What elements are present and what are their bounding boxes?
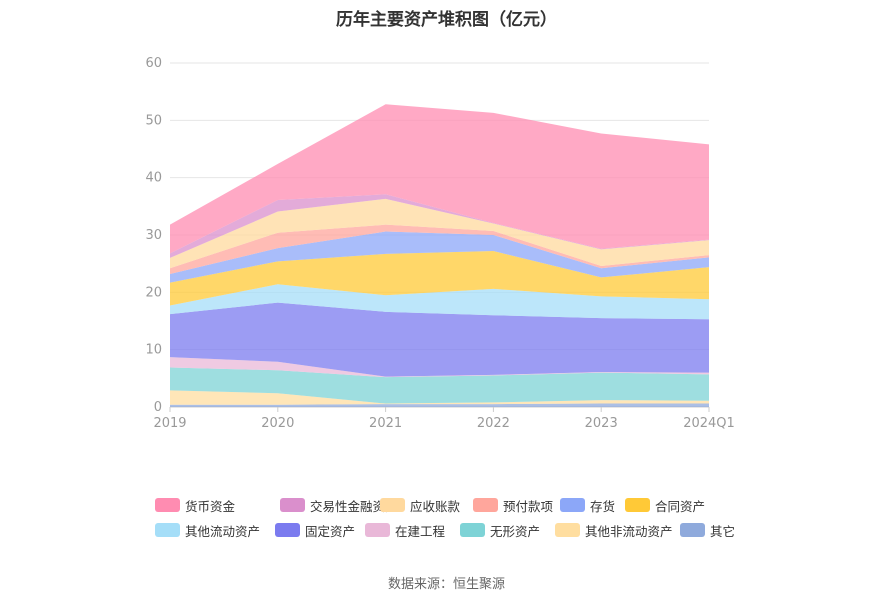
legend-swatch [555,523,580,537]
legend-item[interactable]: 其他非流动资产 [555,521,673,539]
axes: 0 10 20 30 40 50 60 2019 2020 2021 2022 2023 2024Q1 [145,56,734,431]
legend-label: 固定资产 [305,523,356,539]
y-tick-label: 50 [145,113,162,128]
legend-item[interactable]: 合同资产 [625,496,705,514]
legend-swatch [560,498,585,512]
x-tick-label: 2019 [153,416,186,431]
legend-item[interactable]: 固定资产 [275,521,355,539]
legend-swatch [380,498,405,512]
y-tick-label: 10 [145,343,162,358]
legend-label: 其他流动资产 [185,523,261,539]
area-series-其他流动资产[interactable] [170,284,709,320]
legend-swatch [365,523,390,537]
legend-swatch [460,523,485,537]
legend-item[interactable]: 其他流动资产 [155,521,260,539]
y-tick-label: 60 [145,56,162,71]
legend-item[interactable]: 应收账款 [380,496,460,514]
y-tick-label: 20 [145,285,162,300]
legend-swatch [275,523,300,537]
legend-swatch [625,498,650,512]
legend-swatch [155,498,180,512]
area-series-应收账款[interactable] [170,198,709,269]
legend-label: 预付款项 [503,498,554,514]
area-series-固定资产[interactable] [170,302,709,377]
legend-swatch [473,498,498,512]
legend-label: 无形资产 [490,523,541,539]
area-series-货币资金[interactable] [170,104,709,254]
legend-item[interactable]: 存货 [560,496,615,514]
area-series-其他非流动资产[interactable] [170,390,709,405]
legend-item[interactable]: 货币资金 [155,496,235,514]
legend-label: 存货 [590,498,616,514]
x-tick-label: 2020 [261,416,294,431]
legend-swatch [155,523,180,537]
area-series-layer [170,104,709,407]
legend-item[interactable]: 预付款项 [473,496,553,514]
legend-label: 交易性金融资产 [310,498,398,514]
stacked-area-chart: 0 10 20 30 40 50 60 2019 2020 2021 2022 2023 2024Q1 [145,56,734,431]
legend-label: 应收账款 [410,498,461,514]
x-tick-label: 2024Q1 [683,416,735,431]
x-tick-label: 2021 [369,416,402,431]
x-tick-label: 2022 [477,416,510,431]
legend-label: 其他非流动资产 [585,523,673,539]
area-series-存货[interactable] [170,231,709,283]
y-tick-label: 40 [145,171,162,186]
y-tick-label: 30 [145,228,162,243]
legend-item[interactable]: 无形资产 [460,521,540,539]
area-series-其它[interactable] [170,403,709,407]
legend-label: 在建工程 [395,523,446,539]
legend-item[interactable]: 其它 [680,521,735,539]
area-series-无形资产[interactable] [170,367,709,404]
x-tick-label: 2023 [585,416,618,431]
legend-label: 其它 [710,523,736,539]
legend-item[interactable]: 在建工程 [365,521,445,539]
legend-swatch [280,498,305,512]
legend-label: 合同资产 [655,498,706,514]
legend-label: 货币资金 [185,498,236,514]
legend-swatch [680,523,705,537]
area-series-在建工程[interactable] [170,357,709,378]
legend-item[interactable]: 交易性金融资产 [280,496,398,514]
y-tick-label: 0 [154,400,162,415]
data-source-note: 数据来源：恒生聚源 [387,577,505,592]
chart-title: 历年主要资产堆积图（亿元） [336,10,557,30]
area-series-合同资产[interactable] [170,251,709,306]
area-series-预付款项[interactable] [170,224,709,274]
